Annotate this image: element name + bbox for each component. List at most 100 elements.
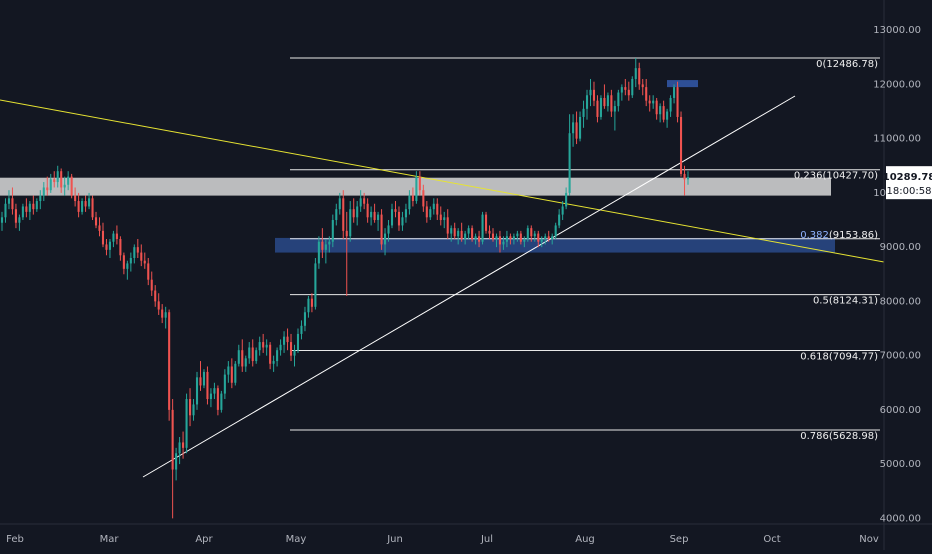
candle	[638, 62, 641, 90]
descending-trendline	[0, 99, 885, 263]
candle-body	[303, 312, 306, 326]
candle	[244, 355, 247, 372]
candle	[516, 230, 519, 242]
candle-body	[585, 95, 589, 109]
candle-body	[216, 388, 219, 410]
candle-body	[7, 198, 11, 204]
candle-body	[481, 214, 484, 242]
candle	[0, 211, 4, 231]
candle	[669, 95, 672, 117]
x-tick-label: Sep	[670, 534, 689, 545]
candle-body	[565, 192, 568, 207]
candle	[129, 252, 132, 272]
x-tick-label: Apr	[195, 534, 213, 545]
candle	[526, 225, 529, 242]
candle	[202, 369, 206, 389]
candle	[147, 257, 150, 286]
candle-body	[140, 252, 143, 261]
candle	[363, 192, 366, 210]
candle-body	[519, 233, 522, 242]
candle	[331, 214, 334, 248]
candle	[227, 361, 230, 383]
candle	[126, 260, 129, 280]
candle-body	[460, 230, 463, 240]
candle-body	[213, 388, 216, 394]
candle	[192, 399, 195, 421]
candle-body	[94, 217, 98, 226]
candle-body	[356, 206, 359, 218]
candle-body	[488, 230, 491, 234]
target-zone	[667, 80, 698, 88]
candle	[390, 203, 394, 229]
candle	[425, 201, 428, 223]
candle-body	[314, 263, 317, 307]
candle-body	[147, 263, 150, 280]
candle	[537, 230, 540, 248]
candle	[269, 342, 272, 370]
candle-body	[474, 236, 477, 240]
y-tick-label: 5000.00	[880, 459, 921, 470]
candle	[272, 355, 275, 372]
candle-body	[467, 228, 470, 234]
candle-body	[530, 228, 533, 237]
candle	[471, 225, 474, 242]
candle-body	[185, 399, 188, 448]
candle	[70, 173, 73, 199]
candle	[481, 211, 484, 245]
candle	[436, 198, 439, 221]
candle-body	[279, 344, 282, 351]
candle-body	[321, 241, 324, 250]
candle-body	[164, 312, 167, 318]
candle	[283, 331, 286, 353]
candle	[265, 339, 268, 356]
candle-body	[572, 122, 575, 134]
candle	[94, 211, 98, 229]
candle-body	[0, 217, 4, 223]
ascending-trendline	[142, 95, 796, 478]
x-tick-label: Nov	[859, 534, 879, 545]
candle	[230, 358, 233, 389]
last-price-tag	[886, 166, 932, 200]
candle-body	[655, 100, 658, 115]
fib-label-0.236: 0.236(10427.70)	[794, 171, 878, 182]
candle-body	[377, 214, 380, 221]
candle-body	[631, 78, 634, 96]
candle-body	[53, 179, 56, 183]
candle	[620, 84, 623, 101]
candle	[188, 388, 192, 427]
candle-body	[335, 209, 338, 221]
candle	[498, 230, 502, 253]
candle-body	[652, 100, 655, 104]
candle-body	[363, 198, 366, 204]
candle	[519, 230, 522, 245]
candle	[561, 201, 564, 221]
fib-label-0: 0(12486.78)	[816, 59, 878, 70]
candle-body	[25, 206, 28, 212]
candle	[460, 222, 463, 242]
candle	[648, 95, 651, 112]
candle-body	[453, 228, 456, 237]
candle	[645, 78, 648, 107]
candle	[81, 198, 84, 215]
candle-body	[606, 95, 609, 107]
candle	[164, 306, 167, 329]
candle-body	[352, 209, 355, 218]
candle-body	[328, 241, 331, 245]
candle-body	[115, 233, 118, 240]
candle-body	[561, 206, 564, 215]
candle-body	[408, 195, 411, 210]
candle-body	[202, 371, 206, 386]
candle	[432, 198, 435, 215]
candle-body	[276, 350, 279, 362]
candle-body	[206, 371, 209, 400]
candle-body	[516, 233, 519, 237]
candle	[408, 190, 411, 215]
candle-body	[380, 214, 383, 245]
candle	[133, 244, 136, 264]
candle	[429, 206, 432, 221]
candle-body	[199, 377, 202, 386]
y-tick-label: 8000.00	[880, 296, 921, 307]
x-tick-label: May	[286, 534, 307, 545]
candle	[7, 190, 11, 210]
candle-body	[101, 230, 105, 245]
